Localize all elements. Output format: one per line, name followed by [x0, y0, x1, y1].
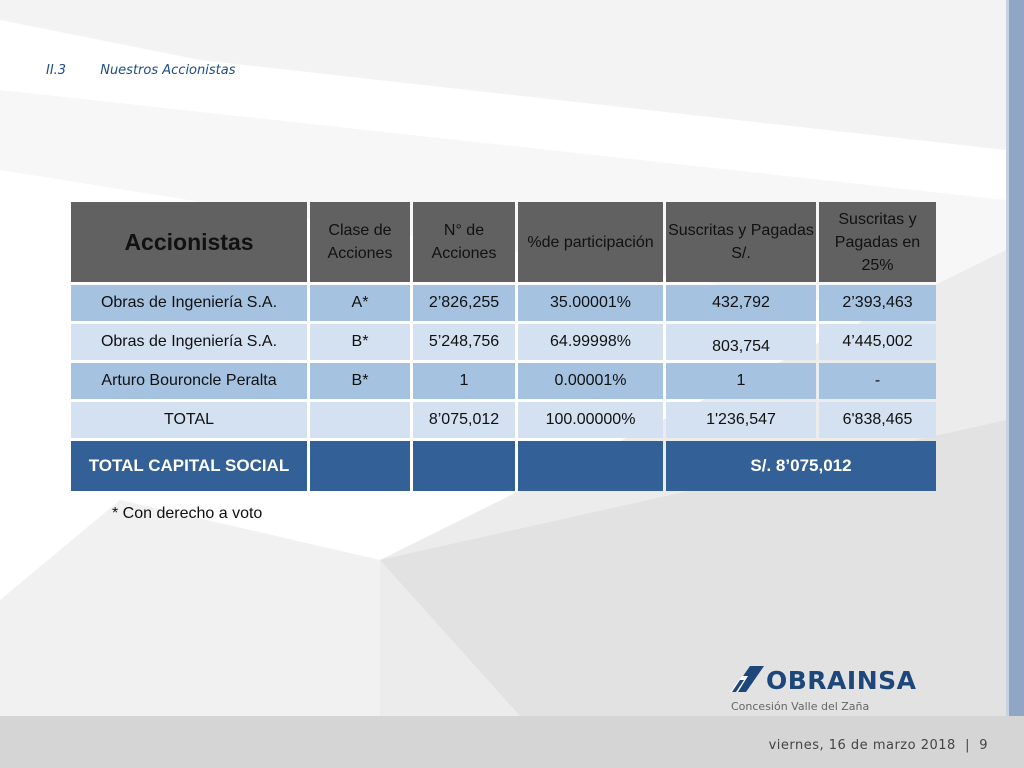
cell-name: Arturo Bouroncle Peralta	[71, 363, 307, 399]
right-accent-stripe	[1006, 0, 1009, 716]
capital-empty-cell	[413, 441, 515, 491]
section-number: II.3	[46, 63, 67, 78]
cell-percent: 64.99998%	[518, 324, 663, 360]
cell-paid: 432,792	[666, 285, 816, 321]
cell-total-percent: 100.00000%	[518, 402, 663, 438]
cell-percent: 0.00001%	[518, 363, 663, 399]
footnote: * Con derecho a voto	[112, 505, 263, 522]
cell-name: Obras de Ingeniería S.A.	[71, 324, 307, 360]
cell-percent: 35.00001%	[518, 285, 663, 321]
cell-total-label: TOTAL	[71, 402, 307, 438]
cell-total-shares: 8’075,012	[413, 402, 515, 438]
cell-paid-25: -	[819, 363, 936, 399]
logo-mark-icon	[730, 666, 764, 692]
footer-separator: |	[965, 738, 970, 753]
header-suscritas-25: Suscritas y Pagadas en 25%	[819, 202, 936, 282]
section-heading: II.3 Nuestros Accionistas	[46, 63, 235, 78]
cell-shares: 5’248,756	[413, 324, 515, 360]
logo-wordmark: OBRAINSA	[766, 666, 917, 695]
cell-class: B*	[310, 324, 410, 360]
table-row: Obras de Ingeniería S.A. A* 2’826,255 35…	[71, 285, 936, 321]
page-number: 9	[979, 738, 988, 753]
table-header-row: Accionistas Clase de Acciones N° de Acci…	[71, 202, 936, 282]
header-clase: Clase de Acciones	[310, 202, 410, 282]
footer-date: viernes, 16 de marzo 2018	[768, 738, 956, 753]
footer-text: viernes, 16 de marzo 2018 | 9	[769, 738, 988, 753]
capital-row: TOTAL CAPITAL SOCIAL S/. 8’075,012	[71, 441, 936, 491]
table-row: Obras de Ingeniería S.A. B* 5’248,756 64…	[71, 324, 936, 360]
cell-class	[310, 402, 410, 438]
cell-class: A*	[310, 285, 410, 321]
right-accent-bar	[1006, 0, 1024, 716]
capital-value: S/. 8’075,012	[666, 441, 936, 491]
cell-class: B*	[310, 363, 410, 399]
cell-paid-25: 2’393,463	[819, 285, 936, 321]
cell-paid-25: 4’445,002	[819, 324, 936, 360]
cell-name: Obras de Ingeniería S.A.	[71, 285, 307, 321]
header-accionistas: Accionistas	[71, 202, 307, 282]
cell-shares: 1	[413, 363, 515, 399]
header-participacion: %de participación	[518, 202, 663, 282]
header-suscritas: Suscritas y Pagadas S/.	[666, 202, 816, 282]
cell-shares: 2’826,255	[413, 285, 515, 321]
header-numero: N° de Acciones	[413, 202, 515, 282]
logo-subtitle: Concesión Valle del Zaña	[731, 700, 870, 713]
capital-label: TOTAL CAPITAL SOCIAL	[71, 441, 307, 491]
capital-empty-cell	[310, 441, 410, 491]
footer-bar	[0, 716, 1024, 768]
company-logo: OBRAINSA Concesión Valle del Zaña	[730, 664, 916, 713]
cell-total-paid-25: 6'838,465	[819, 402, 936, 438]
table-row: Arturo Bouroncle Peralta B* 1 0.00001% 1…	[71, 363, 936, 399]
section-title: Nuestros Accionistas	[100, 63, 236, 78]
cell-total-paid: 1'236,547	[666, 402, 816, 438]
capital-empty-cell	[518, 441, 663, 491]
cell-paid: 803,754	[666, 324, 816, 360]
cell-paid: 1	[666, 363, 816, 399]
shareholders-table: Accionistas Clase de Acciones N° de Acci…	[68, 199, 939, 494]
table-total-row: TOTAL 8’075,012 100.00000% 1'236,547 6'8…	[71, 402, 936, 438]
